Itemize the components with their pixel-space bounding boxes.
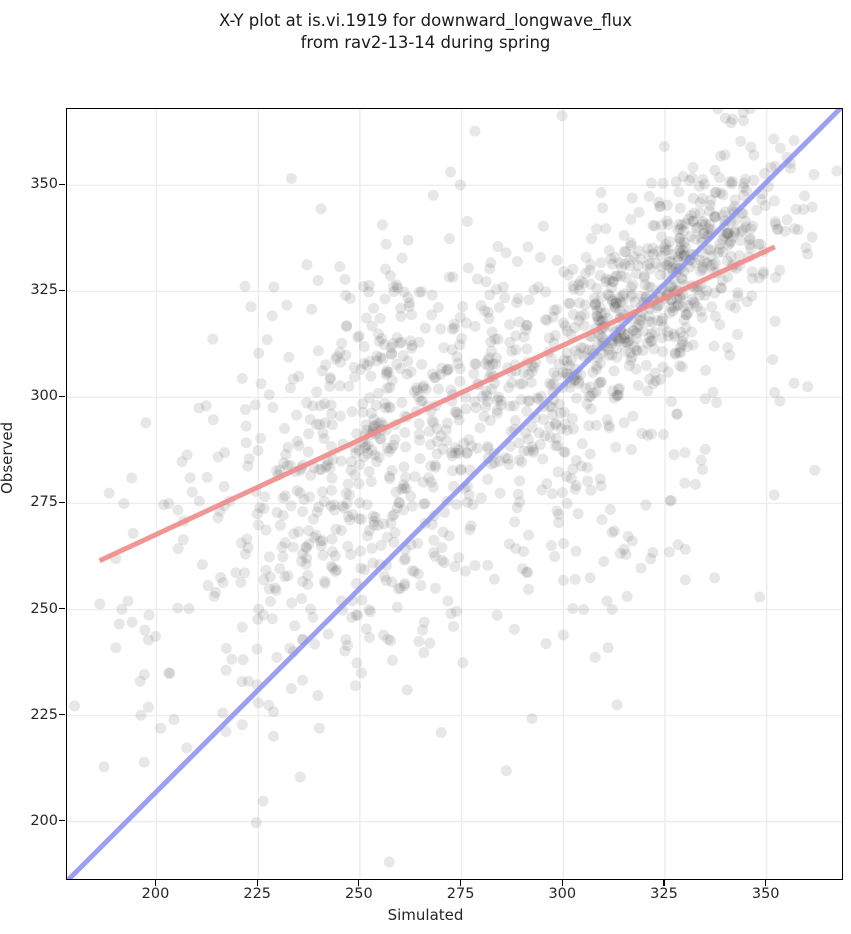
y-tick-mark <box>59 501 65 504</box>
gridlines <box>67 109 842 879</box>
y-tick-mark <box>59 395 65 398</box>
y-tick-label: 300 <box>30 388 58 405</box>
x-tick-mark <box>765 880 767 886</box>
reference-lines <box>67 109 842 879</box>
plot-axes-area[interactable] <box>66 108 843 880</box>
y-tick-mark <box>59 183 65 185</box>
y-tick-label: 275 <box>30 494 58 511</box>
x-tick-mark <box>256 880 258 886</box>
y-tick-label: 325 <box>30 282 58 299</box>
x-axis-ticks: 200 225 250 275 300 325 350 <box>0 886 851 910</box>
plot-title: X-Y plot at is.vi.1919 for downward_long… <box>218 11 633 52</box>
y-tick-label: 250 <box>30 600 58 617</box>
x-tick-label: 300 <box>548 886 577 902</box>
x-tick-mark <box>154 880 157 886</box>
x-tick-label: 200 <box>141 886 170 902</box>
y-axis-ticks: 200 225 250 275 300 325 350 <box>6 0 58 934</box>
x-tick-label: 225 <box>243 886 272 902</box>
y-tick-mark <box>59 289 65 291</box>
y-tick-mark <box>59 607 65 610</box>
y-axis-label: Observed <box>0 421 16 494</box>
y-tick-mark <box>59 820 65 822</box>
y-tick-label: 225 <box>30 706 58 723</box>
x-tick-mark <box>460 880 462 886</box>
x-tick-label: 325 <box>650 886 678 902</box>
x-tick-label: 275 <box>446 886 475 902</box>
regression-line <box>98 244 776 564</box>
x-axis-label: Simulated <box>387 906 464 924</box>
x-tick-label: 250 <box>345 886 373 902</box>
plot-svg <box>67 109 842 879</box>
x-tick-mark <box>561 880 563 886</box>
x-tick-mark <box>358 880 360 886</box>
x-tick-mark <box>663 880 665 886</box>
y-tick-label: 200 <box>30 812 58 829</box>
x-tick-label: 350 <box>751 886 780 902</box>
one-to-one-line <box>67 109 842 879</box>
y-tick-label: 350 <box>30 176 58 193</box>
y-tick-mark <box>59 713 65 716</box>
